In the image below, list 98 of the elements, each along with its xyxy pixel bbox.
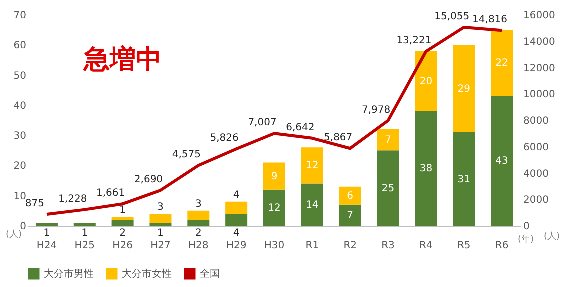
y-tick-label: 60 (14, 40, 26, 52)
bar (339, 204, 362, 226)
data-label: 7,007 (248, 118, 277, 129)
data-label: 9 (271, 171, 278, 182)
bar (150, 222, 172, 226)
x-axis-title: (年) (518, 234, 534, 245)
bar (377, 150, 400, 226)
bar (377, 130, 400, 151)
data-label: 7 (347, 210, 354, 222)
bar (188, 210, 210, 220)
y-tick-label: 50 (14, 70, 26, 82)
data-label: 14,816 (472, 14, 508, 26)
y2-tick-label: 16000 (524, 10, 556, 22)
data-label: 2,690 (134, 174, 164, 186)
bar (415, 111, 438, 226)
bar (453, 132, 476, 226)
y2-tick-label: 0 (524, 222, 530, 232)
data-label: 3 (195, 198, 202, 210)
data-label: 12 (268, 202, 281, 214)
y2-tick-label: 2000 (524, 195, 549, 206)
y-tick-label: 10 (14, 191, 26, 202)
bar (491, 30, 514, 96)
data-label: 15,055 (434, 11, 470, 22)
data-label: 14 (306, 200, 319, 211)
x-tick-label: R2 (344, 240, 357, 252)
x-tick-label: H28 (188, 240, 209, 252)
y2-tick-label: 8000 (524, 116, 549, 127)
bar (226, 202, 248, 214)
data-label: 1,228 (58, 194, 88, 205)
data-label: 4 (233, 228, 240, 239)
legend-label: 大分市女性 (122, 268, 172, 280)
bar (339, 186, 362, 205)
data-label: 1,661 (96, 188, 126, 200)
y-tick-label: 40 (14, 100, 26, 112)
y2-tick-label: 12000 (524, 63, 556, 74)
bar (188, 220, 210, 226)
x-tick-label: H29 (226, 240, 247, 252)
y2-tick-label: 4000 (524, 168, 549, 180)
data-label: 1 (82, 228, 88, 239)
bar (112, 216, 134, 220)
data-label: 6,642 (286, 122, 315, 134)
data-label: 875 (25, 198, 45, 210)
data-label: 6 (347, 190, 354, 202)
bar (112, 220, 134, 226)
data-label: 7 (385, 135, 392, 146)
y-axis-title: (人) (6, 229, 22, 240)
data-label: 43 (496, 156, 508, 168)
bar (74, 222, 96, 226)
data-label: 12 (306, 160, 319, 172)
x-tick-label: R5 (457, 240, 471, 252)
data-label: 31 (458, 174, 470, 186)
data-label: 7,978 (362, 104, 391, 116)
bar (264, 190, 286, 226)
bar (150, 214, 172, 223)
x-tick-label: R1 (306, 240, 320, 252)
bar (453, 45, 476, 133)
bar (264, 162, 286, 190)
data-label: 4 (233, 190, 240, 201)
x-tick-label: H25 (74, 240, 96, 252)
y2-axis-title: (人) (544, 231, 560, 242)
bar (491, 96, 514, 226)
legend-label: 大分市男性 (44, 268, 94, 280)
legend-label: 全国 (200, 268, 220, 280)
y-tick-label: 30 (14, 131, 26, 142)
data-label: 1 (120, 204, 126, 216)
data-label: 38 (420, 164, 433, 175)
y-tick-label: 0 (20, 222, 26, 232)
x-tick-label: H27 (150, 240, 171, 252)
y-tick-label: 20 (14, 161, 26, 172)
data-label: 5,826 (210, 133, 239, 144)
data-label: 13,221 (396, 36, 432, 47)
data-label: 2 (195, 228, 202, 239)
annotation: 急増中 (83, 44, 162, 75)
x-tick-label: R3 (382, 240, 395, 252)
bar (301, 184, 324, 226)
bar (301, 148, 324, 184)
data-label: 1 (44, 228, 50, 239)
x-tick-label: R6 (495, 240, 509, 252)
data-label: 3 (158, 202, 164, 213)
y2-tick-label: 14000 (524, 36, 556, 48)
data-label: 29 (458, 84, 470, 95)
y-tick-label: 70 (14, 10, 26, 22)
data-label: 2 (120, 228, 126, 239)
data-label: 22 (496, 58, 508, 70)
bar (36, 222, 58, 226)
bar (415, 51, 438, 112)
y2-tick-label: 10000 (524, 90, 556, 101)
data-label: 4,575 (172, 150, 201, 161)
data-label: 25 (382, 183, 395, 194)
data-label: 1 (158, 228, 164, 239)
data-label: 5,867 (324, 132, 353, 144)
bar (226, 214, 248, 226)
x-tick-label: R4 (420, 240, 433, 252)
y2-tick-label: 6000 (524, 142, 549, 154)
x-tick-label: H30 (264, 240, 285, 252)
data-label: 20 (420, 76, 433, 88)
x-tick-label: H24 (36, 240, 58, 252)
x-tick-label: H26 (112, 240, 133, 252)
